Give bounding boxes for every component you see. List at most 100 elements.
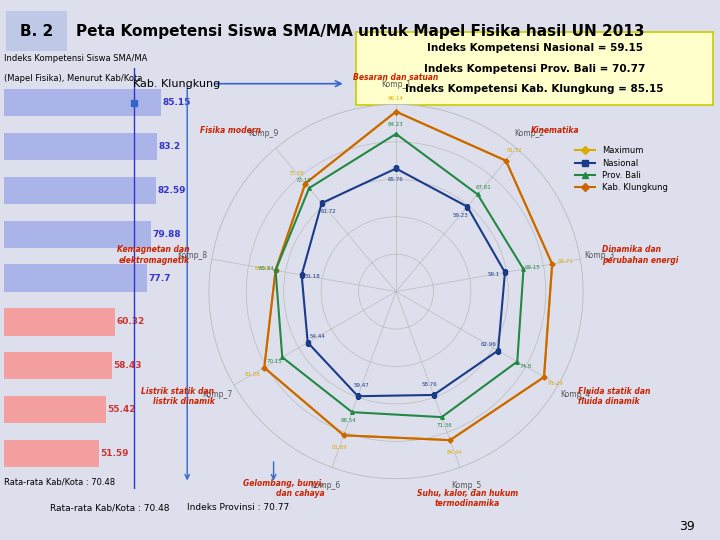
Text: 83.2: 83.2	[158, 142, 181, 151]
Kab. Klungkung	[392, 109, 400, 115]
Text: Rata-rata Kab/Kota : 70.48: Rata-rata Kab/Kota : 70.48	[50, 503, 170, 512]
Maximum	[260, 364, 269, 371]
Prov. Bali	[271, 267, 280, 274]
Text: 61.72: 61.72	[321, 209, 337, 214]
Text: (Mapel Fisika), Menurut Kab/Kota: (Mapel Fisika), Menurut Kab/Kota	[4, 74, 142, 83]
Text: 39: 39	[679, 520, 695, 534]
Text: 65.34: 65.34	[258, 266, 274, 271]
Text: 59.1: 59.1	[487, 272, 500, 277]
Prov. Bali	[473, 191, 482, 198]
Text: Dinamika dan
perubahan energi: Dinamika dan perubahan energi	[603, 246, 679, 265]
Maximum	[301, 180, 310, 187]
Kab. Klungkung	[548, 261, 557, 267]
Nasional	[354, 393, 362, 400]
Text: 60.32: 60.32	[117, 318, 145, 327]
Nasional	[494, 347, 503, 354]
Bar	[4, 177, 156, 204]
Text: Indeks Provinsi : 70.77: Indeks Provinsi : 70.77	[187, 503, 289, 512]
Bar	[4, 89, 161, 116]
Line: Prov. Bali: Prov. Bali	[274, 132, 525, 419]
Bar	[4, 308, 115, 335]
Text: 62.96: 62.96	[480, 342, 496, 347]
Legend: Maximum, Nasional, Prov. Bali, Kab. Klungkung: Maximum, Nasional, Prov. Bali, Kab. Klun…	[573, 145, 670, 194]
Text: 82.59: 82.59	[158, 186, 186, 195]
Kab. Klungkung	[540, 374, 549, 380]
Text: 79.88: 79.88	[153, 230, 181, 239]
Text: Listrik statik dan
listrik dinamik: Listrik statik dan listrik dinamik	[141, 387, 215, 406]
Text: 65.34: 65.34	[255, 266, 271, 271]
Text: 58.76: 58.76	[422, 382, 438, 387]
Text: 71.36: 71.36	[437, 423, 453, 428]
Prov. Bali	[513, 359, 521, 365]
Text: Fluida statik dan
fluida dinamik: Fluida statik dan fluida dinamik	[577, 387, 650, 406]
Text: 85.15: 85.15	[162, 98, 191, 107]
Nasional	[392, 165, 400, 172]
Text: Kinematika: Kinematika	[531, 126, 580, 136]
Nasional	[392, 165, 400, 172]
Text: 91.32: 91.32	[506, 148, 522, 153]
Text: 74.8: 74.8	[519, 364, 531, 369]
Bar	[4, 352, 112, 380]
Text: Besaran dan satuan: Besaran dan satuan	[354, 73, 438, 82]
Kab. Klungkung	[271, 267, 280, 274]
Nasional	[500, 269, 509, 275]
Text: 51.59: 51.59	[100, 449, 129, 458]
Bar	[4, 396, 106, 423]
Prov. Bali	[348, 409, 356, 415]
Maximum	[392, 109, 400, 115]
Maximum	[502, 157, 510, 164]
Bar	[4, 265, 147, 292]
Text: 72.19: 72.19	[295, 178, 311, 184]
Maximum	[540, 374, 549, 380]
Kab. Klungkung	[446, 437, 454, 443]
Nasional	[303, 339, 312, 346]
Text: 59.47: 59.47	[354, 383, 369, 388]
Maximum	[271, 267, 280, 274]
Text: 91.29: 91.29	[547, 381, 563, 386]
Text: 96.14: 96.14	[388, 96, 404, 101]
Text: Gelombang, bunyi,
dan cahaya: Gelombang, bunyi, dan cahaya	[243, 479, 324, 498]
Prov. Bali	[305, 185, 313, 191]
Prov. Bali	[392, 131, 400, 137]
Prov. Bali	[519, 266, 528, 272]
Text: 59.23: 59.23	[452, 213, 468, 218]
Maximum	[392, 109, 400, 115]
Text: Indeks Kompetensi Prov. Bali = 70.77: Indeks Kompetensi Prov. Bali = 70.77	[424, 64, 645, 74]
Nasional	[297, 272, 306, 278]
Text: Rata-rata Kab/Kota : 70.48: Rata-rata Kab/Kota : 70.48	[4, 477, 114, 487]
Text: Fisika modern: Fisika modern	[200, 126, 261, 136]
Line: Kab. Klungkung: Kab. Klungkung	[263, 110, 554, 442]
Kab. Klungkung	[260, 364, 269, 371]
Text: 84.71: 84.71	[557, 259, 573, 264]
Nasional	[318, 200, 326, 206]
Line: Maximum: Maximum	[263, 110, 554, 442]
Bar	[4, 221, 151, 248]
Kab. Klungkung	[301, 180, 310, 187]
Text: 69.15: 69.15	[525, 265, 541, 270]
Bar	[4, 440, 99, 467]
Text: 51.18: 51.18	[305, 274, 320, 279]
Maximum	[446, 437, 454, 443]
Kab. Klungkung	[392, 109, 400, 115]
Text: 70.15: 70.15	[266, 360, 282, 365]
Prov. Bali	[437, 414, 446, 420]
Text: Peta Kompetensi Siswa SMA/MA untuk Mapel Fisika hasil UN 2013: Peta Kompetensi Siswa SMA/MA untuk Mapel…	[76, 24, 644, 39]
Text: 81.26: 81.26	[245, 372, 261, 377]
Text: 58.43: 58.43	[113, 361, 142, 370]
Maximum	[339, 432, 348, 438]
Text: Indeks Kompetensi Nasional = 59.15: Indeks Kompetensi Nasional = 59.15	[426, 43, 642, 53]
Text: 77.7: 77.7	[148, 274, 171, 282]
Nasional	[463, 204, 472, 210]
Text: 68.54: 68.54	[341, 418, 357, 423]
Prov. Bali	[278, 354, 287, 361]
Maximum	[548, 261, 557, 267]
Text: 55.42: 55.42	[107, 405, 136, 414]
Text: Indeks Kompetensi Kab. Klungkung = 85.15: Indeks Kompetensi Kab. Klungkung = 85.15	[405, 84, 664, 94]
Text: 65.76: 65.76	[388, 177, 404, 182]
Nasional	[429, 392, 438, 398]
Text: Kemagnetan dan
elektromagnetik: Kemagnetan dan elektromagnetik	[117, 246, 189, 265]
Text: 67.81: 67.81	[476, 185, 492, 190]
Prov. Bali	[392, 131, 400, 137]
Bar	[4, 133, 157, 160]
Text: 75.38: 75.38	[289, 171, 305, 176]
